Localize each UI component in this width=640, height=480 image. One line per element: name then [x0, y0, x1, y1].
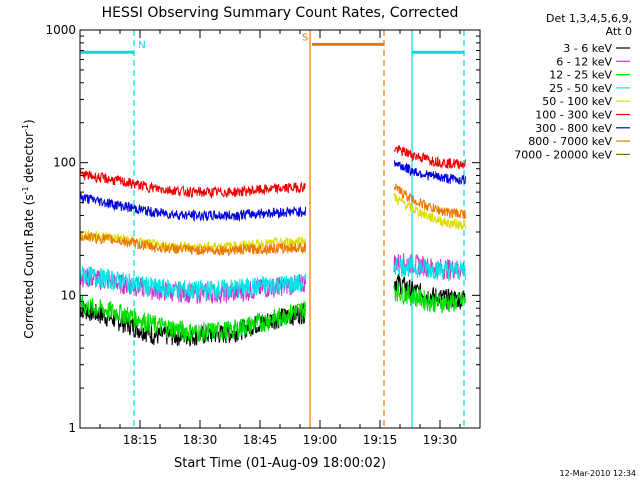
series-line — [79, 265, 307, 301]
series-line — [79, 192, 307, 222]
series-line — [79, 301, 307, 348]
x-tick-label: 18:45 — [243, 433, 278, 447]
series-line — [393, 192, 466, 231]
y-label-mid: detector — [22, 132, 36, 187]
y-tick-label: 10 — [61, 288, 76, 302]
x-tick-label: 18:15 — [123, 433, 158, 447]
series-line — [79, 295, 307, 342]
marker-label: N — [138, 40, 145, 51]
plot-frame — [79, 29, 481, 429]
y-tick-label: 1 — [68, 421, 76, 435]
legend-header-line1: Det 1,3,4,5,6,9, — [546, 12, 632, 25]
series-line — [79, 169, 307, 200]
series-line — [393, 160, 466, 185]
y-label-main: Corrected Count Rate (s — [22, 194, 36, 338]
y-label-sup1: -1 — [21, 186, 30, 194]
legend-label: 12 - 25 keV — [549, 69, 612, 82]
x-tick-label: 18:30 — [183, 433, 218, 447]
series-line — [393, 256, 466, 282]
legend-header-line2: Att 0 — [606, 25, 632, 38]
marker-label: S — [302, 32, 308, 43]
x-tick-label: 19:00 — [303, 433, 338, 447]
legend-label: 800 - 7000 keV — [528, 135, 612, 148]
legend-label: 100 - 300 keV — [535, 109, 612, 122]
legend-label: 6 - 12 keV — [556, 55, 612, 68]
y-label-end: ) — [22, 119, 36, 124]
x-axis-label: Start Time (01-Aug-09 18:00:02) — [174, 456, 386, 471]
x-tick-label: 19:15 — [363, 433, 398, 447]
y-tick-label: 1000 — [45, 23, 76, 37]
data-layer: NS — [79, 30, 466, 428]
series-line — [393, 282, 466, 314]
legend-label: 25 - 50 keV — [549, 82, 612, 95]
y-label-sup2: -1 — [21, 124, 30, 132]
x-ticks: 18:15 18:30 18:45 19:00 19:15 19:30 — [99, 30, 461, 447]
footer-timestamp: 12-Mar-2010 12:34 — [560, 469, 637, 478]
y-ticks: 1 10 100 1000 — [45, 23, 480, 435]
y-axis-label: Corrected Count Rate (s-1 detector-1) — [21, 119, 36, 338]
series-line — [393, 183, 466, 219]
x-tick-label: 19:30 — [423, 433, 458, 447]
series-line — [79, 231, 307, 257]
legend-label: 3 - 6 keV — [563, 42, 612, 55]
legend-label: 50 - 100 keV — [542, 95, 612, 108]
legend-label: 300 - 800 keV — [535, 122, 612, 135]
legend-label: 7000 - 20000 keV — [514, 148, 612, 161]
series-line — [393, 145, 466, 169]
chart-title: HESSI Observing Summary Count Rates, Cor… — [102, 5, 459, 21]
series-line — [79, 230, 307, 254]
y-tick-label: 100 — [53, 156, 76, 170]
